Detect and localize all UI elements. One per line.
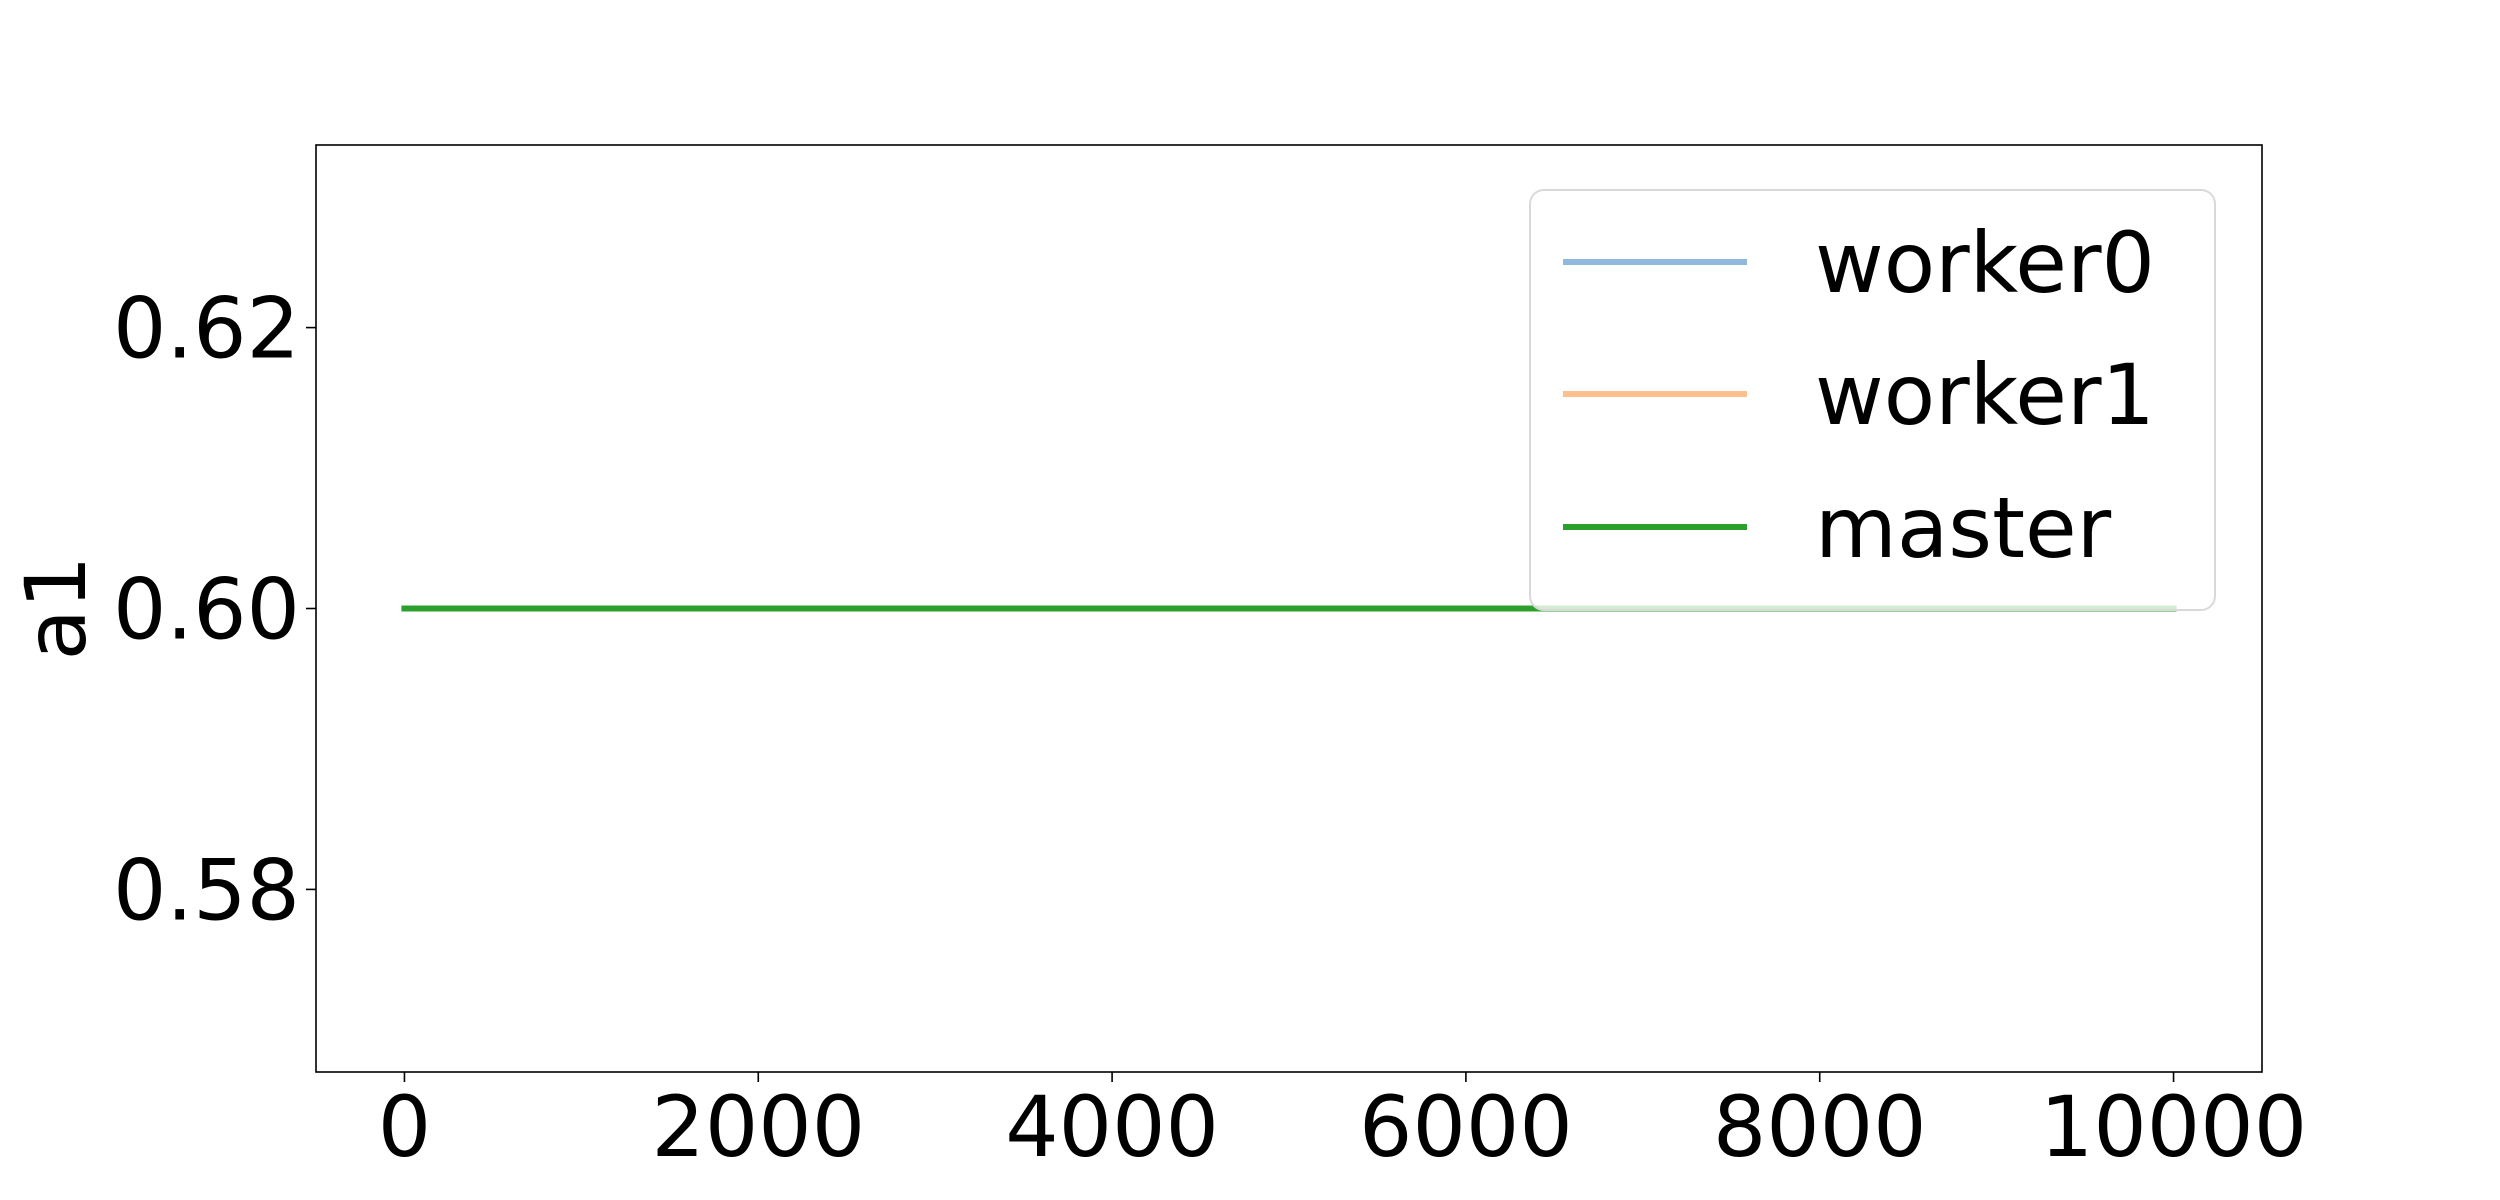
legend: worker0 worker1 master [1529,189,2216,611]
y-tick-label: 0.60 [113,561,300,659]
legend-label-master: master [1815,479,2112,577]
x-tick-label: 8000 [1713,1078,1927,1176]
y-axis-label: a1 [7,556,105,661]
plot-frame [315,144,2263,1073]
y-tick-label: 0.58 [113,841,300,939]
x-tick-label: 0 [378,1078,431,1176]
y-axis-ticks: 0.58 0.60 0.62 [113,280,316,939]
x-tick-label: 10000 [2040,1078,2307,1176]
legend-frame [1529,189,2216,611]
y-tick-label: 0.62 [113,280,300,378]
x-tick-label: 6000 [1359,1078,1573,1176]
x-tick-label: 4000 [1005,1078,1219,1176]
x-axis-ticks: 0 2000 4000 6000 8000 10000 [378,1072,2307,1176]
legend-label-worker0: worker0 [1815,214,2155,312]
x-tick-label: 2000 [651,1078,865,1176]
legend-label-worker1: worker1 [1815,346,2155,444]
legend-entries: worker0 worker1 master [1563,214,2155,577]
